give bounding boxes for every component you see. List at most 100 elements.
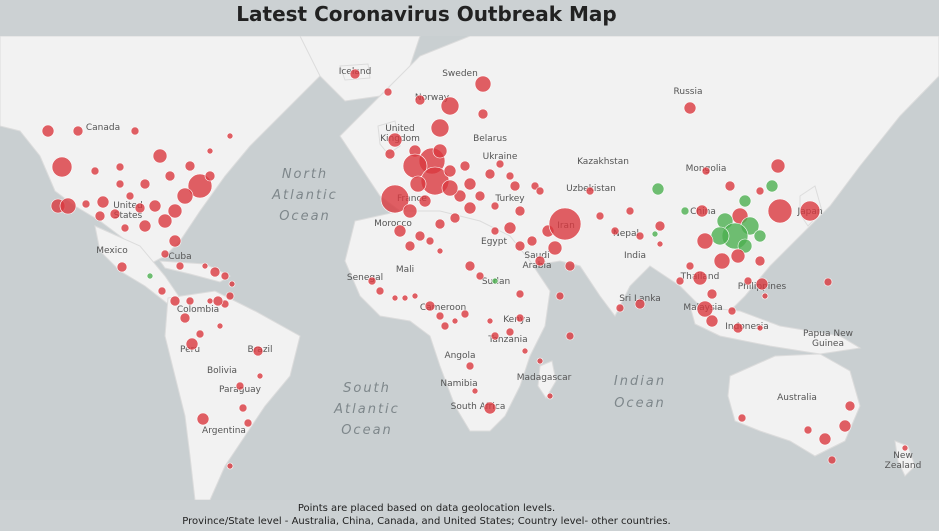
confirmed-location-bubble[interactable]	[705, 314, 719, 328]
confirmed-location-bubble[interactable]	[443, 164, 457, 178]
confirmed-location-bubble[interactable]	[404, 240, 416, 252]
confirmed-location-bubble[interactable]	[490, 226, 500, 236]
confirmed-location-bubble[interactable]	[555, 291, 565, 301]
confirmed-location-bubble[interactable]	[696, 232, 714, 250]
confirmed-location-bubble[interactable]	[471, 387, 479, 395]
confirmed-location-bubble[interactable]	[521, 347, 529, 355]
confirmed-location-bubble[interactable]	[548, 207, 582, 241]
confirmed-location-bubble[interactable]	[196, 412, 210, 426]
confirmed-location-bubble[interactable]	[505, 171, 515, 181]
confirmed-location-bubble[interactable]	[195, 329, 205, 339]
confirmed-location-bubble[interactable]	[724, 180, 736, 192]
confirmed-location-bubble[interactable]	[474, 75, 492, 93]
confirmed-location-bubble[interactable]	[514, 205, 526, 217]
confirmed-location-bubble[interactable]	[464, 260, 476, 272]
confirmed-location-bubble[interactable]	[585, 186, 595, 196]
confirmed-location-bubble[interactable]	[90, 166, 100, 176]
confirmed-location-bubble[interactable]	[463, 177, 477, 191]
confirmed-location-bubble[interactable]	[460, 309, 470, 319]
confirmed-location-bubble[interactable]	[730, 248, 746, 264]
confirmed-location-bubble[interactable]	[169, 295, 181, 307]
confirmed-location-bubble[interactable]	[212, 295, 224, 307]
confirmed-location-bubble[interactable]	[96, 195, 110, 209]
recovered-location-bubble[interactable]	[146, 272, 154, 280]
recovered-location-bubble[interactable]	[765, 179, 779, 193]
confirmed-location-bubble[interactable]	[823, 277, 833, 287]
confirmed-location-bubble[interactable]	[430, 118, 450, 138]
confirmed-location-bubble[interactable]	[59, 197, 77, 215]
confirmed-location-bubble[interactable]	[535, 186, 545, 196]
confirmed-location-bubble[interactable]	[51, 156, 73, 178]
confirmed-location-bubble[interactable]	[138, 219, 152, 233]
confirmed-location-bubble[interactable]	[799, 200, 821, 222]
confirmed-location-bubble[interactable]	[216, 322, 224, 330]
confirmed-location-bubble[interactable]	[418, 194, 432, 208]
confirmed-location-bubble[interactable]	[515, 313, 525, 323]
confirmed-location-bubble[interactable]	[434, 218, 446, 230]
confirmed-location-bubble[interactable]	[204, 170, 216, 182]
confirmed-location-bubble[interactable]	[465, 361, 475, 371]
confirmed-location-bubble[interactable]	[495, 159, 505, 169]
confirmed-location-bubble[interactable]	[486, 317, 494, 325]
confirmed-location-bubble[interactable]	[692, 270, 708, 286]
confirmed-location-bubble[interactable]	[625, 206, 635, 216]
confirmed-location-bubble[interactable]	[610, 226, 620, 236]
confirmed-location-bubble[interactable]	[634, 298, 646, 310]
confirmed-location-bubble[interactable]	[737, 413, 747, 423]
confirmed-location-bubble[interactable]	[424, 300, 436, 312]
recovered-location-bubble[interactable]	[753, 229, 767, 243]
confirmed-location-bubble[interactable]	[635, 231, 645, 241]
confirmed-location-bubble[interactable]	[505, 327, 515, 337]
confirmed-location-bubble[interactable]	[175, 261, 185, 271]
confirmed-location-bubble[interactable]	[206, 297, 214, 305]
confirmed-location-bubble[interactable]	[94, 210, 106, 222]
confirmed-location-bubble[interactable]	[767, 198, 793, 224]
confirmed-location-bubble[interactable]	[235, 381, 245, 391]
confirmed-location-bubble[interactable]	[503, 221, 517, 235]
confirmed-location-bubble[interactable]	[187, 173, 213, 199]
confirmed-location-bubble[interactable]	[818, 432, 832, 446]
confirmed-location-bubble[interactable]	[401, 294, 409, 302]
confirmed-location-bubble[interactable]	[463, 201, 477, 215]
confirmed-location-bubble[interactable]	[411, 292, 419, 300]
confirmed-location-bubble[interactable]	[683, 101, 697, 115]
confirmed-location-bubble[interactable]	[383, 87, 393, 97]
confirmed-location-bubble[interactable]	[209, 266, 221, 278]
confirmed-location-bubble[interactable]	[459, 160, 471, 172]
confirmed-location-bubble[interactable]	[453, 189, 467, 203]
confirmed-location-bubble[interactable]	[515, 289, 525, 299]
confirmed-location-bubble[interactable]	[226, 462, 234, 470]
confirmed-location-bubble[interactable]	[509, 180, 521, 192]
confirmed-location-bubble[interactable]	[116, 261, 128, 273]
confirmed-location-bubble[interactable]	[425, 236, 435, 246]
confirmed-location-bubble[interactable]	[803, 425, 813, 435]
confirmed-location-bubble[interactable]	[256, 372, 264, 380]
confirmed-location-bubble[interactable]	[761, 292, 769, 300]
confirmed-location-bubble[interactable]	[436, 247, 444, 255]
confirmed-location-bubble[interactable]	[391, 294, 399, 302]
confirmed-location-bubble[interactable]	[449, 212, 461, 224]
confirmed-location-bubble[interactable]	[109, 208, 121, 220]
confirmed-location-bubble[interactable]	[375, 286, 385, 296]
confirmed-location-bubble[interactable]	[695, 204, 709, 218]
recovered-location-bubble[interactable]	[738, 194, 752, 208]
recovered-location-bubble[interactable]	[680, 206, 690, 216]
confirmed-location-bubble[interactable]	[536, 357, 544, 365]
confirmed-location-bubble[interactable]	[727, 306, 737, 316]
confirmed-location-bubble[interactable]	[474, 190, 486, 202]
confirmed-location-bubble[interactable]	[484, 168, 496, 180]
confirmed-location-bubble[interactable]	[164, 170, 176, 182]
confirmed-location-bubble[interactable]	[827, 455, 837, 465]
confirmed-location-bubble[interactable]	[179, 312, 191, 324]
confirmed-location-bubble[interactable]	[225, 291, 235, 301]
confirmed-location-bubble[interactable]	[220, 271, 230, 281]
confirmed-location-bubble[interactable]	[184, 160, 196, 172]
confirmed-location-bubble[interactable]	[414, 230, 426, 242]
confirmed-location-bubble[interactable]	[755, 277, 769, 291]
confirmed-location-bubble[interactable]	[115, 179, 125, 189]
confirmed-location-bubble[interactable]	[713, 252, 731, 270]
confirmed-location-bubble[interactable]	[349, 68, 361, 80]
confirmed-location-bubble[interactable]	[148, 199, 162, 213]
confirmed-location-bubble[interactable]	[157, 213, 173, 229]
confirmed-location-bubble[interactable]	[706, 288, 718, 300]
